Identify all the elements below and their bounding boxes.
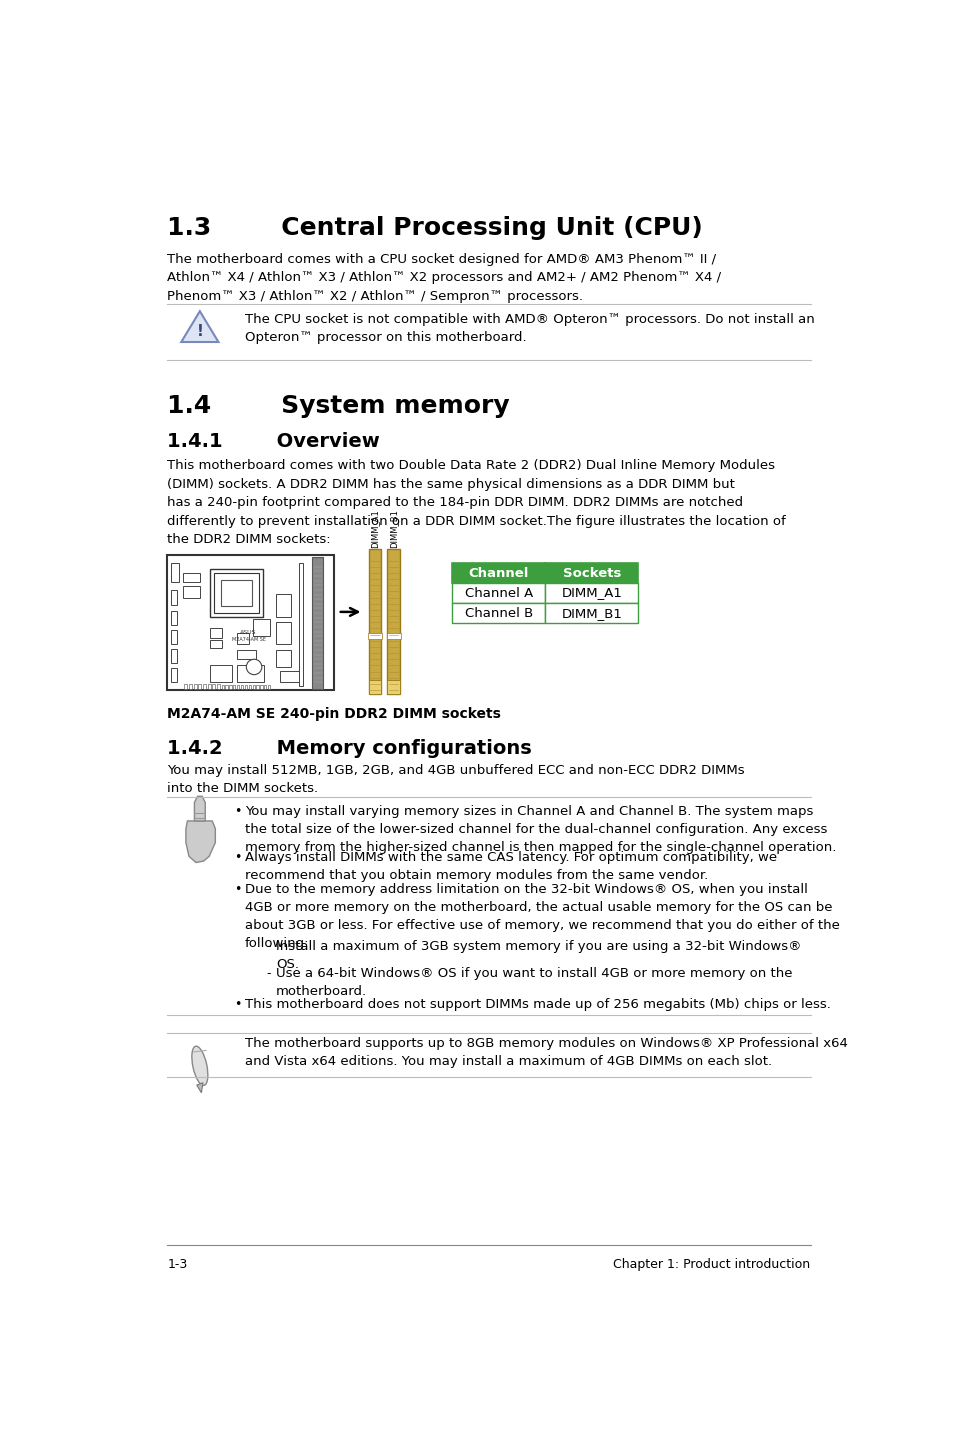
Text: 1.4.1        Overview: 1.4.1 Overview: [167, 432, 379, 451]
FancyBboxPatch shape: [369, 680, 381, 695]
Text: The motherboard supports up to 8GB memory modules on Windows® XP Professional x6: The motherboard supports up to 8GB memor…: [245, 1037, 847, 1068]
FancyBboxPatch shape: [171, 649, 177, 663]
FancyBboxPatch shape: [298, 563, 303, 686]
FancyBboxPatch shape: [545, 563, 638, 583]
FancyBboxPatch shape: [386, 633, 400, 639]
Text: Channel A: Channel A: [464, 587, 533, 600]
FancyBboxPatch shape: [193, 684, 196, 689]
FancyBboxPatch shape: [452, 583, 545, 603]
FancyBboxPatch shape: [275, 650, 291, 667]
FancyBboxPatch shape: [198, 684, 201, 689]
Text: 1.4.2        Memory configurations: 1.4.2 Memory configurations: [167, 739, 532, 759]
FancyBboxPatch shape: [213, 573, 258, 613]
FancyBboxPatch shape: [268, 684, 270, 689]
Text: •: •: [233, 998, 241, 1011]
FancyBboxPatch shape: [233, 684, 235, 689]
Text: Channel: Channel: [468, 567, 529, 580]
FancyBboxPatch shape: [256, 684, 258, 689]
Text: This motherboard does not support DIMMs made up of 256 megabits (Mb) chips or le: This motherboard does not support DIMMs …: [245, 998, 830, 1011]
Text: !: !: [196, 324, 203, 339]
Polygon shape: [194, 796, 205, 821]
FancyBboxPatch shape: [203, 684, 206, 689]
FancyBboxPatch shape: [236, 650, 256, 659]
FancyBboxPatch shape: [220, 580, 252, 606]
Text: DIMM_A1: DIMM_A1: [370, 508, 379, 547]
FancyBboxPatch shape: [264, 684, 266, 689]
Text: •: •: [233, 884, 241, 896]
FancyBboxPatch shape: [171, 590, 177, 606]
FancyBboxPatch shape: [368, 633, 381, 639]
FancyBboxPatch shape: [210, 666, 232, 683]
FancyBboxPatch shape: [249, 684, 251, 689]
Text: The CPU socket is not compatible with AMD® Opteron™ processors. Do not install a: The CPU socket is not compatible with AM…: [245, 312, 814, 344]
FancyBboxPatch shape: [171, 669, 177, 683]
Text: You may install varying memory sizes in Channel A and Channel B. The system maps: You may install varying memory sizes in …: [245, 805, 835, 853]
FancyBboxPatch shape: [545, 583, 638, 603]
Text: Sockets: Sockets: [562, 567, 620, 580]
FancyBboxPatch shape: [183, 573, 199, 583]
Polygon shape: [196, 1083, 203, 1093]
Text: Use a 64-bit Windows® OS if you want to install 4GB or more memory on the
mother: Use a 64-bit Windows® OS if you want to …: [275, 967, 792, 998]
FancyBboxPatch shape: [171, 630, 177, 644]
Text: 1.4        System memory: 1.4 System memory: [167, 394, 510, 418]
Text: 1.3        Central Processing Unit (CPU): 1.3 Central Processing Unit (CPU): [167, 216, 702, 239]
FancyBboxPatch shape: [184, 684, 187, 689]
Text: This motherboard comes with two Double Data Rate 2 (DDR2) Dual Inline Memory Mod: This motherboard comes with two Double D…: [167, 460, 785, 546]
Text: •: •: [233, 851, 241, 863]
FancyBboxPatch shape: [171, 610, 177, 624]
Text: M2A74-AM SE: M2A74-AM SE: [232, 637, 265, 643]
FancyBboxPatch shape: [253, 684, 254, 689]
Text: DIMM_B1: DIMM_B1: [389, 508, 397, 547]
Polygon shape: [186, 821, 215, 862]
Text: -: -: [266, 941, 271, 954]
FancyBboxPatch shape: [216, 684, 220, 689]
Polygon shape: [181, 311, 218, 342]
Text: Always install DIMMs with the same CAS latency. For optimum compatibility, we
re: Always install DIMMs with the same CAS l…: [245, 851, 776, 882]
FancyBboxPatch shape: [210, 640, 221, 647]
FancyBboxPatch shape: [279, 670, 303, 683]
FancyBboxPatch shape: [236, 666, 264, 683]
FancyBboxPatch shape: [210, 569, 262, 617]
FancyBboxPatch shape: [369, 548, 381, 695]
Text: Chapter 1: Product introduction: Chapter 1: Product introduction: [613, 1257, 810, 1270]
FancyBboxPatch shape: [275, 594, 291, 617]
FancyBboxPatch shape: [253, 619, 270, 636]
FancyBboxPatch shape: [275, 623, 291, 644]
Text: Due to the memory address limitation on the 32-bit Windows® OS, when you install: Due to the memory address limitation on …: [245, 884, 839, 951]
FancyBboxPatch shape: [245, 684, 247, 689]
FancyBboxPatch shape: [241, 684, 243, 689]
Text: •: •: [233, 805, 241, 818]
FancyBboxPatch shape: [452, 563, 545, 583]
FancyBboxPatch shape: [221, 684, 224, 689]
FancyBboxPatch shape: [167, 556, 334, 690]
Text: Channel B: Channel B: [464, 607, 533, 620]
Circle shape: [246, 659, 261, 674]
FancyBboxPatch shape: [208, 684, 211, 689]
FancyBboxPatch shape: [171, 563, 179, 583]
FancyBboxPatch shape: [183, 586, 199, 597]
FancyBboxPatch shape: [452, 603, 545, 623]
Text: ASUS: ASUS: [240, 630, 256, 634]
Text: -: -: [266, 967, 271, 981]
FancyBboxPatch shape: [236, 633, 249, 644]
Text: DIMM_B1: DIMM_B1: [561, 607, 621, 620]
FancyBboxPatch shape: [545, 603, 638, 623]
FancyBboxPatch shape: [210, 629, 221, 637]
Text: Install a maximum of 3GB system memory if you are using a 32-bit Windows®
OS.: Install a maximum of 3GB system memory i…: [275, 941, 801, 971]
FancyBboxPatch shape: [387, 680, 399, 695]
Text: 1-3: 1-3: [167, 1257, 188, 1270]
FancyBboxPatch shape: [260, 684, 262, 689]
FancyBboxPatch shape: [387, 548, 399, 695]
Text: M2A74-AM SE 240-pin DDR2 DIMM sockets: M2A74-AM SE 240-pin DDR2 DIMM sockets: [167, 707, 500, 720]
Ellipse shape: [192, 1047, 208, 1085]
FancyBboxPatch shape: [312, 557, 323, 689]
FancyBboxPatch shape: [212, 684, 215, 689]
FancyBboxPatch shape: [229, 684, 232, 689]
FancyBboxPatch shape: [225, 684, 228, 689]
Text: You may install 512MB, 1GB, 2GB, and 4GB unbuffered ECC and non-ECC DDR2 DIMMs
i: You may install 512MB, 1GB, 2GB, and 4GB…: [167, 763, 744, 795]
Text: DIMM_A1: DIMM_A1: [561, 587, 621, 600]
FancyBboxPatch shape: [236, 684, 239, 689]
Text: The motherboard comes with a CPU socket designed for AMD® AM3 Phenom™ II /
Athlo: The motherboard comes with a CPU socket …: [167, 252, 720, 302]
FancyBboxPatch shape: [189, 684, 192, 689]
